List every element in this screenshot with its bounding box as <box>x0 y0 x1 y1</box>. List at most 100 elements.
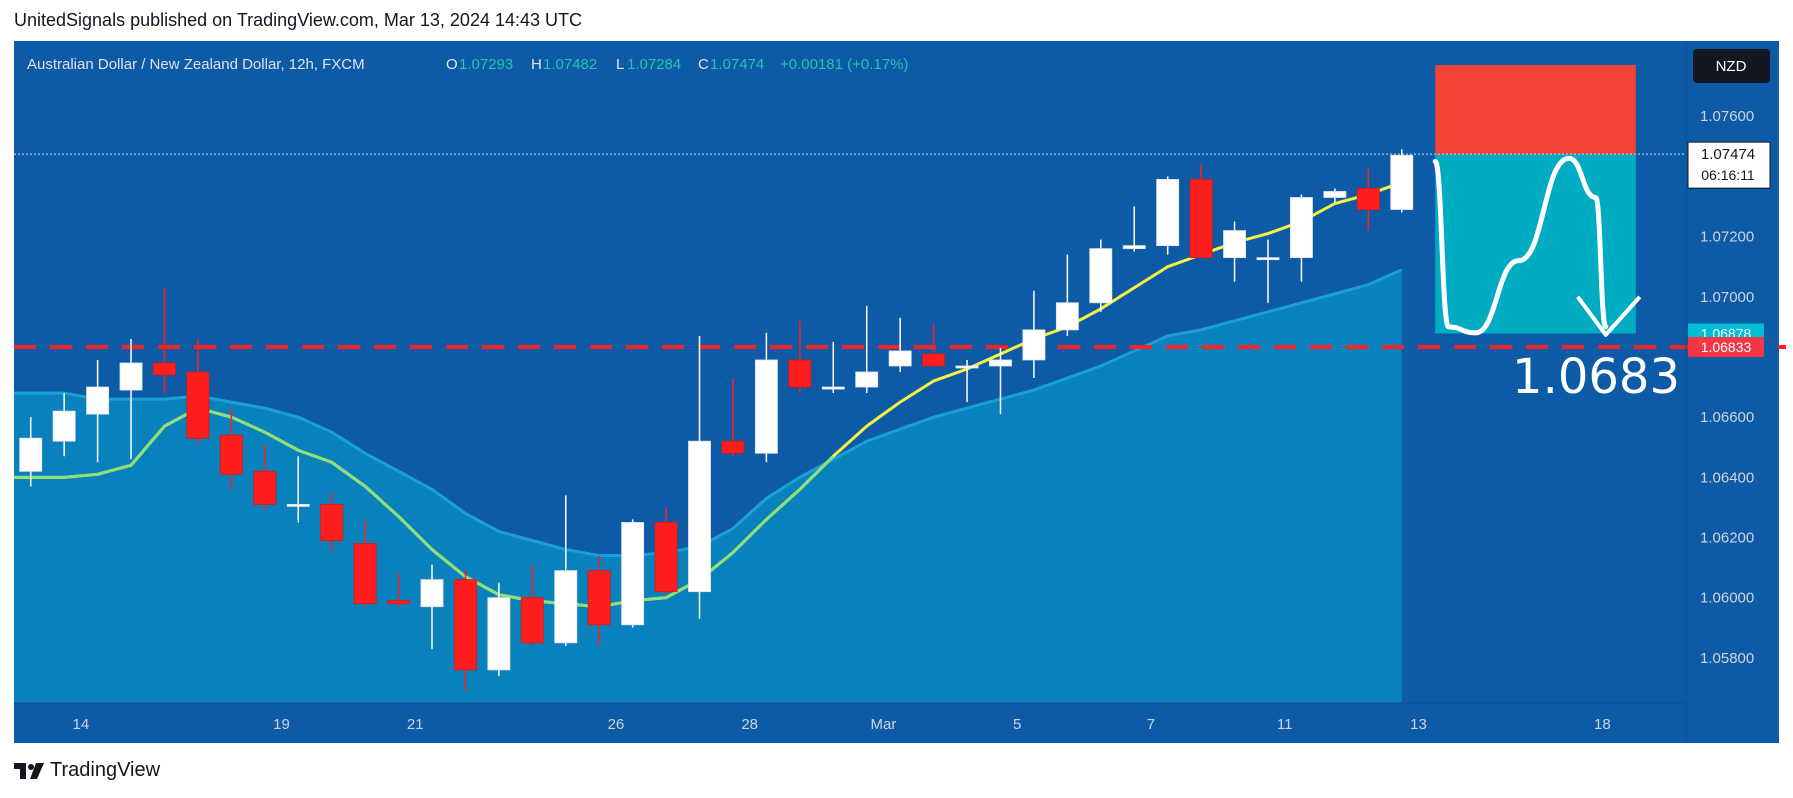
candle[interactable] <box>1089 239 1113 312</box>
candle[interactable] <box>353 519 377 607</box>
candle-body[interactable] <box>587 570 611 626</box>
footer-logo[interactable]: TradingView <box>14 759 160 782</box>
candle[interactable] <box>1390 149 1414 213</box>
candle[interactable] <box>1290 194 1313 282</box>
candle-body[interactable] <box>1122 245 1146 250</box>
candle[interactable] <box>989 347 1012 415</box>
price-tick-label: 1.06600 <box>1700 409 1754 426</box>
ohlc-close-value: 1.07474 <box>710 56 764 73</box>
candle-body[interactable] <box>1156 179 1180 247</box>
candle[interactable] <box>788 320 812 394</box>
candle-body[interactable] <box>19 437 43 472</box>
time-axis[interactable]: 14 19 21 26 28 Mar 5 7 11 13 18 <box>14 702 1686 733</box>
candle[interactable] <box>621 519 645 628</box>
candle[interactable] <box>1055 254 1079 336</box>
candle-body[interactable] <box>989 359 1012 367</box>
candle[interactable] <box>955 359 979 403</box>
candle-body[interactable] <box>253 470 277 505</box>
candle-body[interactable] <box>86 386 110 415</box>
candle[interactable] <box>387 573 410 607</box>
candle-body[interactable] <box>1290 197 1313 259</box>
candle-body[interactable] <box>688 440 711 593</box>
candle[interactable] <box>1223 221 1246 282</box>
candle[interactable] <box>1356 167 1380 231</box>
candle-body[interactable] <box>353 543 377 605</box>
candle[interactable] <box>520 564 544 646</box>
candle-body[interactable] <box>454 579 477 671</box>
candle-body[interactable] <box>1356 188 1380 210</box>
candle[interactable] <box>554 495 578 646</box>
candle[interactable] <box>86 359 110 463</box>
candle-body[interactable] <box>888 350 912 367</box>
candle[interactable] <box>487 582 511 676</box>
candle-body[interactable] <box>922 353 946 367</box>
candle-body[interactable] <box>1323 191 1347 198</box>
candle-body[interactable] <box>821 386 845 390</box>
candles[interactable] <box>19 149 1414 691</box>
candle[interactable] <box>52 393 76 457</box>
candle-body[interactable] <box>387 600 410 605</box>
candle-body[interactable] <box>119 362 143 391</box>
candle[interactable] <box>286 456 310 523</box>
candle[interactable] <box>219 408 243 490</box>
price-tick-label: 1.07000 <box>1700 289 1754 306</box>
candle[interactable] <box>1022 290 1046 379</box>
candle-body[interactable] <box>1189 179 1213 259</box>
candle[interactable] <box>253 444 277 511</box>
candle[interactable] <box>420 564 444 649</box>
candle[interactable] <box>855 305 879 394</box>
ohlc-change: +0.00181 (+0.17%) <box>780 56 908 73</box>
candle-body[interactable] <box>855 371 879 388</box>
candle[interactable] <box>587 555 611 646</box>
currency-button-label[interactable]: NZD <box>1716 58 1747 75</box>
candle[interactable] <box>754 332 778 463</box>
stop-loss-zone[interactable] <box>1435 65 1636 155</box>
candle-body[interactable] <box>621 522 645 626</box>
candle[interactable] <box>1323 188 1347 204</box>
candle[interactable] <box>688 335 711 619</box>
price-axis[interactable]: 1.07600 1.07200 1.07000 1.06600 1.06400 1.062… <box>1685 41 1771 743</box>
candle-body[interactable] <box>1390 154 1414 210</box>
candle-body[interactable] <box>520 597 544 644</box>
candle[interactable] <box>1122 206 1146 252</box>
candle-body[interactable] <box>1089 248 1113 304</box>
time-tick-label: 18 <box>1594 716 1611 733</box>
candle-body[interactable] <box>554 570 578 644</box>
candle-body[interactable] <box>955 365 979 369</box>
candle-body[interactable] <box>754 359 778 454</box>
currency-button-bg[interactable] <box>1693 49 1770 83</box>
candle-body[interactable] <box>721 440 745 454</box>
candle-body[interactable] <box>788 359 812 388</box>
currency-button[interactable]: NZD <box>1693 49 1770 83</box>
candle-body[interactable] <box>1256 257 1280 261</box>
candle[interactable] <box>1256 239 1280 303</box>
candle[interactable] <box>1189 164 1213 259</box>
candle-body[interactable] <box>286 503 310 507</box>
candle[interactable] <box>19 417 43 487</box>
candle[interactable] <box>654 507 678 595</box>
candle-body[interactable] <box>219 434 243 475</box>
candle-body[interactable] <box>1223 230 1246 259</box>
candle-body[interactable] <box>320 503 344 541</box>
candle[interactable] <box>1156 176 1180 255</box>
candle-body[interactable] <box>487 597 511 671</box>
ohlc-close-label: C <box>698 56 709 73</box>
candle-body[interactable] <box>420 579 444 608</box>
candle[interactable] <box>922 323 946 367</box>
candle-body[interactable] <box>186 371 210 439</box>
candle[interactable] <box>721 378 745 457</box>
candle[interactable] <box>320 492 344 553</box>
candle[interactable] <box>153 287 176 394</box>
candle-body[interactable] <box>52 410 76 442</box>
candle-body[interactable] <box>1022 329 1046 361</box>
candle[interactable] <box>186 338 210 445</box>
candle[interactable] <box>454 570 477 691</box>
time-tick-label: Mar <box>871 716 897 733</box>
candle-body[interactable] <box>1055 302 1079 331</box>
candle[interactable] <box>821 341 845 394</box>
candle[interactable] <box>119 338 143 460</box>
candle-body[interactable] <box>654 522 678 593</box>
candle[interactable] <box>888 317 912 372</box>
candle-body[interactable] <box>153 362 176 376</box>
